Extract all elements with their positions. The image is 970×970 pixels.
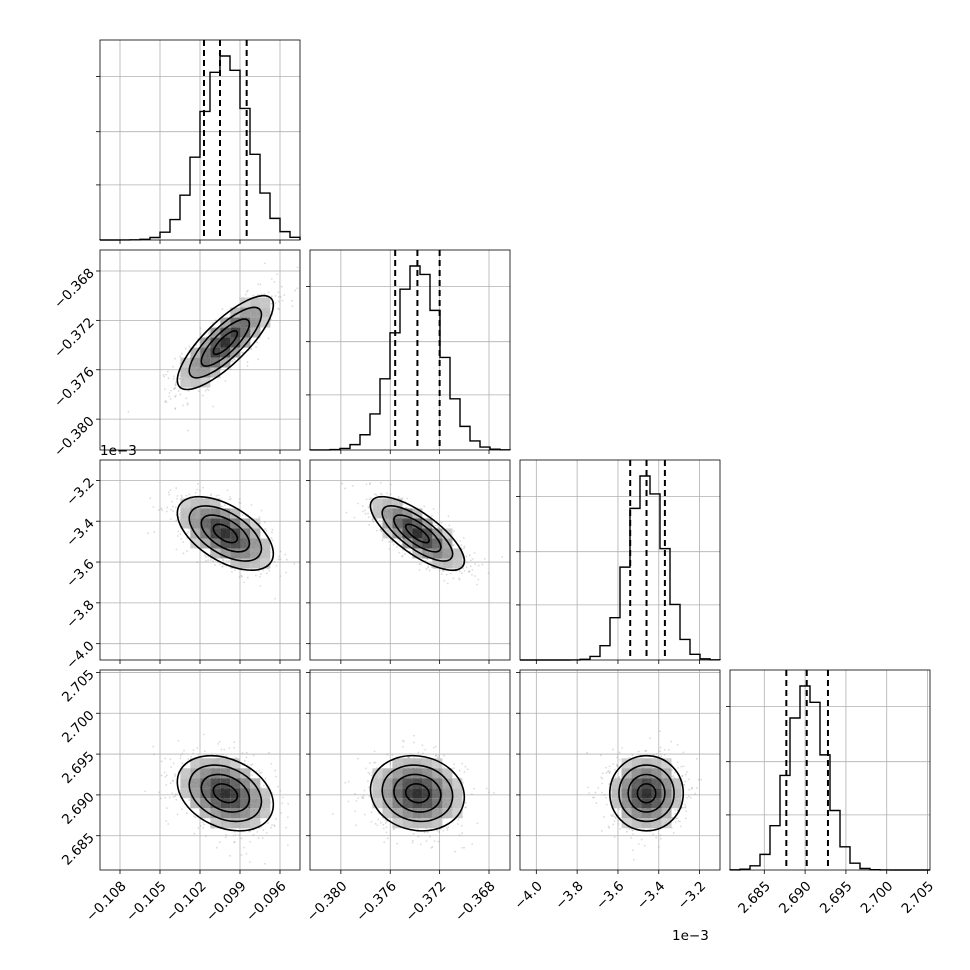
tick-label-x-0-0: −0.108 bbox=[83, 878, 130, 925]
axes-frame-3-3 bbox=[729, 669, 931, 871]
contour-2-1-0 bbox=[404, 523, 430, 544]
panel-0-0 bbox=[96, 39, 301, 244]
offset-label-y-row-2: 1e−3 bbox=[100, 443, 137, 459]
axes-frame-2-1 bbox=[309, 459, 511, 661]
tick-label-x-2-1: −3.8 bbox=[552, 878, 586, 912]
contour-3-2-2 bbox=[618, 764, 675, 823]
tick-label-x-2-3: −3.4 bbox=[634, 878, 668, 912]
scatter-2-0 bbox=[147, 482, 296, 600]
tick-label-y-2-3: −3.4 bbox=[63, 516, 97, 550]
grid-3-3 bbox=[730, 670, 930, 870]
histogram-3 bbox=[729, 685, 930, 871]
tick-label-x-3-4: 2.705 bbox=[899, 878, 938, 917]
panel-2-2 bbox=[516, 459, 721, 664]
tick-label-x-1-0: −0.380 bbox=[304, 878, 351, 925]
scatter-3-0 bbox=[144, 733, 290, 865]
panel-3-0: −0.108−0.105−0.102−0.099−0.096 2.6852.690… bbox=[59, 667, 301, 925]
panel-3-2: −4.0 −3.8 −3.6 −3.4 −3.2 bbox=[511, 669, 721, 913]
panel-3-3: 2.685 2.690 2.695 2.700 2.705 bbox=[726, 669, 938, 917]
histogram-1 bbox=[309, 265, 511, 451]
contour-1-0-3 bbox=[176, 294, 275, 391]
tick-label-x-0-3: −0.099 bbox=[203, 878, 250, 925]
tick-label-y-1-0: −0.380 bbox=[51, 413, 98, 460]
contour-2-0-0 bbox=[212, 523, 239, 544]
panel-2-1 bbox=[306, 459, 511, 664]
contour-2-0-3 bbox=[176, 495, 275, 572]
contour-2-1-2 bbox=[381, 505, 454, 562]
tick-label-y-1-1: −0.376 bbox=[51, 364, 98, 411]
contour-3-1-3 bbox=[369, 754, 466, 832]
contour-1-0-0 bbox=[212, 330, 239, 356]
contour-2-1-3 bbox=[369, 495, 466, 572]
grid-3-2 bbox=[520, 670, 720, 870]
grid-2-0 bbox=[100, 460, 300, 660]
tick-label-x-1-2: −0.372 bbox=[403, 878, 450, 925]
contour-2-0-2 bbox=[188, 505, 263, 562]
contour-1-0-2 bbox=[188, 306, 263, 379]
tick-label-y-3-3: 2.700 bbox=[59, 708, 98, 747]
tick-label-x-3-3: 2.700 bbox=[858, 878, 897, 917]
contour-3-1-1 bbox=[393, 773, 442, 813]
scatter-3-2 bbox=[586, 730, 702, 861]
tick-label-x-3-0: 2.685 bbox=[735, 878, 774, 917]
tick-label-x-0-1: −0.105 bbox=[123, 878, 170, 925]
contour-1-0-1 bbox=[200, 318, 251, 367]
grid-3-0 bbox=[100, 670, 300, 870]
contour-3-0-1 bbox=[200, 773, 251, 813]
tick-label-y-1-3: −0.368 bbox=[51, 265, 98, 312]
contour-3-0-3 bbox=[176, 754, 275, 832]
offset-label-x-col-2: 1e−3 bbox=[672, 928, 709, 944]
contour-3-2-0 bbox=[636, 783, 657, 804]
tick-label-x-1-1: −0.376 bbox=[353, 878, 400, 925]
scatter-2-1 bbox=[341, 481, 504, 586]
tick-label-y-3-1: 2.690 bbox=[59, 789, 98, 828]
contour-3-2-1 bbox=[627, 773, 666, 813]
contour-3-0-2 bbox=[188, 764, 263, 823]
tick-label-x-2-4: −3.2 bbox=[675, 878, 709, 912]
grid-2-2 bbox=[520, 460, 720, 660]
axes-frame-1-1 bbox=[309, 249, 511, 451]
tick-label-x-3-1: 2.690 bbox=[776, 878, 815, 917]
tick-label-x-1-3: −0.368 bbox=[452, 878, 499, 925]
axes-frame-3-1 bbox=[309, 669, 511, 871]
tick-label-y-2-1: −3.8 bbox=[63, 597, 97, 631]
axes-frame-3-2 bbox=[519, 669, 721, 871]
tick-label-x-2-2: −3.6 bbox=[593, 878, 627, 912]
panel-1-0: −0.380−0.376−0.372−0.368 bbox=[51, 249, 301, 460]
grid-2-1 bbox=[310, 460, 510, 660]
panel-1-1 bbox=[306, 249, 511, 454]
tick-label-x-2-0: −4.0 bbox=[511, 878, 545, 912]
tick-label-x-0-2: −0.102 bbox=[163, 878, 210, 925]
contour-3-0-0 bbox=[212, 783, 239, 804]
tick-label-y-3-0: 2.685 bbox=[59, 830, 98, 869]
contour-2-0-1 bbox=[200, 514, 251, 553]
tick-label-x-3-2: 2.695 bbox=[817, 878, 856, 917]
scatter-3-1 bbox=[331, 734, 495, 853]
tick-label-y-2-2: −3.6 bbox=[63, 556, 97, 590]
histogram-2 bbox=[520, 475, 721, 661]
tick-label-y-2-0: −4.0 bbox=[63, 638, 97, 672]
tick-label-y-3-4: 2.705 bbox=[59, 667, 98, 706]
tick-label-x-0-4: −0.096 bbox=[243, 878, 290, 925]
contour-3-1-0 bbox=[404, 783, 430, 804]
tick-label-y-3-2: 2.695 bbox=[59, 748, 98, 787]
scatter-1-0 bbox=[127, 262, 299, 432]
panel-3-1: −0.380 −0.376 −0.372 −0.368 bbox=[304, 669, 511, 925]
contour-2-1-1 bbox=[393, 514, 442, 553]
tick-label-y-2-4: −3.2 bbox=[63, 475, 97, 509]
tick-label-y-1-2: −0.372 bbox=[51, 315, 98, 362]
panel-2-0: −4.0 −3.8 −3.6 −3.4 −3.2 bbox=[63, 459, 301, 673]
contour-3-2-3 bbox=[608, 754, 685, 832]
contour-3-1-2 bbox=[381, 764, 454, 823]
axes-frame-2-2 bbox=[519, 459, 721, 661]
